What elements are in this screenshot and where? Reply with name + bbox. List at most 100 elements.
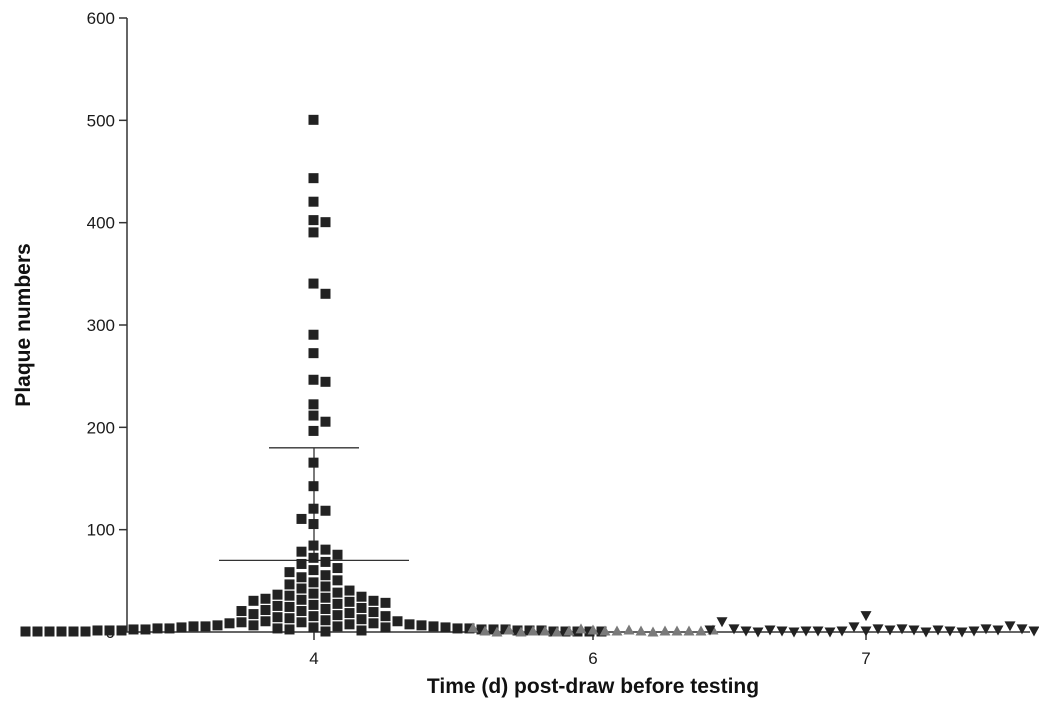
data-point-square bbox=[188, 621, 199, 632]
y-tick-label: 200 bbox=[87, 418, 115, 437]
data-point-square bbox=[308, 457, 319, 468]
data-point-square bbox=[440, 622, 451, 633]
data-point-square bbox=[356, 625, 367, 636]
data-point-square bbox=[332, 598, 343, 609]
x-tick-label: 7 bbox=[861, 649, 870, 668]
data-point-triangle-down bbox=[1016, 624, 1028, 635]
data-point-square bbox=[284, 624, 295, 635]
data-point-square bbox=[308, 577, 319, 588]
data-point-square bbox=[344, 608, 355, 619]
data-point-triangle-up bbox=[611, 625, 623, 636]
data-point-square bbox=[308, 215, 319, 226]
data-point-triangle-down bbox=[824, 627, 836, 638]
data-point-square bbox=[380, 622, 391, 633]
data-point-square bbox=[308, 540, 319, 551]
data-point-square bbox=[296, 583, 307, 594]
data-point-square bbox=[308, 622, 319, 633]
data-point-square bbox=[92, 625, 103, 636]
data-point-square bbox=[344, 596, 355, 607]
data-point-square bbox=[284, 613, 295, 624]
data-point-triangle-up bbox=[467, 622, 479, 633]
data-point-square bbox=[320, 505, 331, 516]
data-point-triangle-down bbox=[752, 627, 764, 638]
data-point-triangle-down bbox=[860, 626, 872, 637]
data-point-square bbox=[248, 620, 259, 631]
data-point-square bbox=[320, 544, 331, 555]
data-point-square bbox=[428, 621, 439, 632]
data-point-square bbox=[368, 595, 379, 606]
data-point-triangle-up bbox=[635, 625, 647, 636]
data-point-triangle-up bbox=[539, 625, 551, 636]
data-point-square bbox=[392, 616, 403, 627]
data-point-triangle-down bbox=[716, 617, 728, 628]
data-point-triangle-up bbox=[587, 624, 599, 635]
data-point-square bbox=[308, 599, 319, 610]
data-point-triangle-up bbox=[695, 625, 707, 636]
y-tick-label: 300 bbox=[87, 316, 115, 335]
x-axis-title: Time (d) post-draw before testing bbox=[427, 675, 759, 698]
data-point-square bbox=[140, 624, 151, 635]
data-point-triangle-down bbox=[812, 626, 824, 637]
data-point-square bbox=[308, 410, 319, 421]
data-point-triangle-down bbox=[932, 625, 944, 636]
data-point-triangle-down bbox=[992, 625, 1004, 636]
data-point-square bbox=[320, 592, 331, 603]
data-point-triangle-down bbox=[764, 625, 776, 636]
data-point-square bbox=[32, 626, 43, 637]
data-point-triangle-down bbox=[776, 626, 788, 637]
data-point-square bbox=[320, 556, 331, 567]
data-point-square bbox=[212, 620, 223, 631]
data-point-square bbox=[308, 173, 319, 184]
x-ticks-group: 4 6 7 bbox=[309, 632, 871, 668]
data-point-square bbox=[308, 374, 319, 385]
data-point-square bbox=[272, 612, 283, 623]
data-point-square bbox=[200, 621, 211, 632]
data-point-triangle-up bbox=[671, 625, 683, 636]
y-ticks-group: 0100200300400500600 bbox=[87, 9, 127, 642]
data-point-square bbox=[596, 626, 607, 637]
data-point-square bbox=[320, 217, 331, 228]
y-tick-label: 600 bbox=[87, 9, 115, 28]
data-point-square bbox=[236, 617, 247, 628]
data-point-square bbox=[308, 196, 319, 207]
data-point-triangle-up bbox=[683, 625, 695, 636]
data-point-square bbox=[512, 625, 523, 636]
data-point-square bbox=[548, 626, 559, 637]
data-point-triangle-down bbox=[704, 625, 716, 636]
data-point-triangle-down bbox=[908, 625, 920, 636]
data-point-square bbox=[356, 591, 367, 602]
data-point-square bbox=[236, 606, 247, 617]
data-point-square bbox=[368, 618, 379, 629]
data-point-square bbox=[80, 626, 91, 637]
data-point-triangle-down bbox=[920, 627, 932, 638]
data-point-square bbox=[488, 624, 499, 635]
data-point-square bbox=[416, 620, 427, 631]
data-point-square bbox=[308, 425, 319, 436]
data-point-triangle-down bbox=[1028, 626, 1039, 637]
data-point-square bbox=[296, 617, 307, 628]
data-point-triangle-down bbox=[944, 626, 956, 637]
data-point-square bbox=[320, 288, 331, 299]
data-point-square bbox=[272, 623, 283, 634]
data-point-square bbox=[308, 227, 319, 238]
data-point-square bbox=[332, 575, 343, 586]
data-point-square bbox=[308, 588, 319, 599]
data-point-square bbox=[320, 376, 331, 387]
data-point-triangle-up bbox=[647, 626, 659, 637]
data-point-square bbox=[500, 624, 511, 635]
data-point-triangle-up bbox=[623, 624, 635, 635]
data-point-square bbox=[260, 616, 271, 627]
data-point-square bbox=[320, 603, 331, 614]
data-point-triangle-down bbox=[872, 624, 884, 635]
data-point-triangle-down bbox=[728, 624, 740, 635]
data-point-square bbox=[56, 626, 67, 637]
data-point-triangle-down bbox=[968, 626, 980, 637]
data-point-triangle-up bbox=[527, 625, 539, 636]
data-point-square bbox=[296, 572, 307, 583]
data-point-triangle-up bbox=[575, 623, 587, 634]
data-point-square bbox=[260, 593, 271, 604]
data-point-square bbox=[296, 513, 307, 524]
data-point-square bbox=[308, 278, 319, 289]
